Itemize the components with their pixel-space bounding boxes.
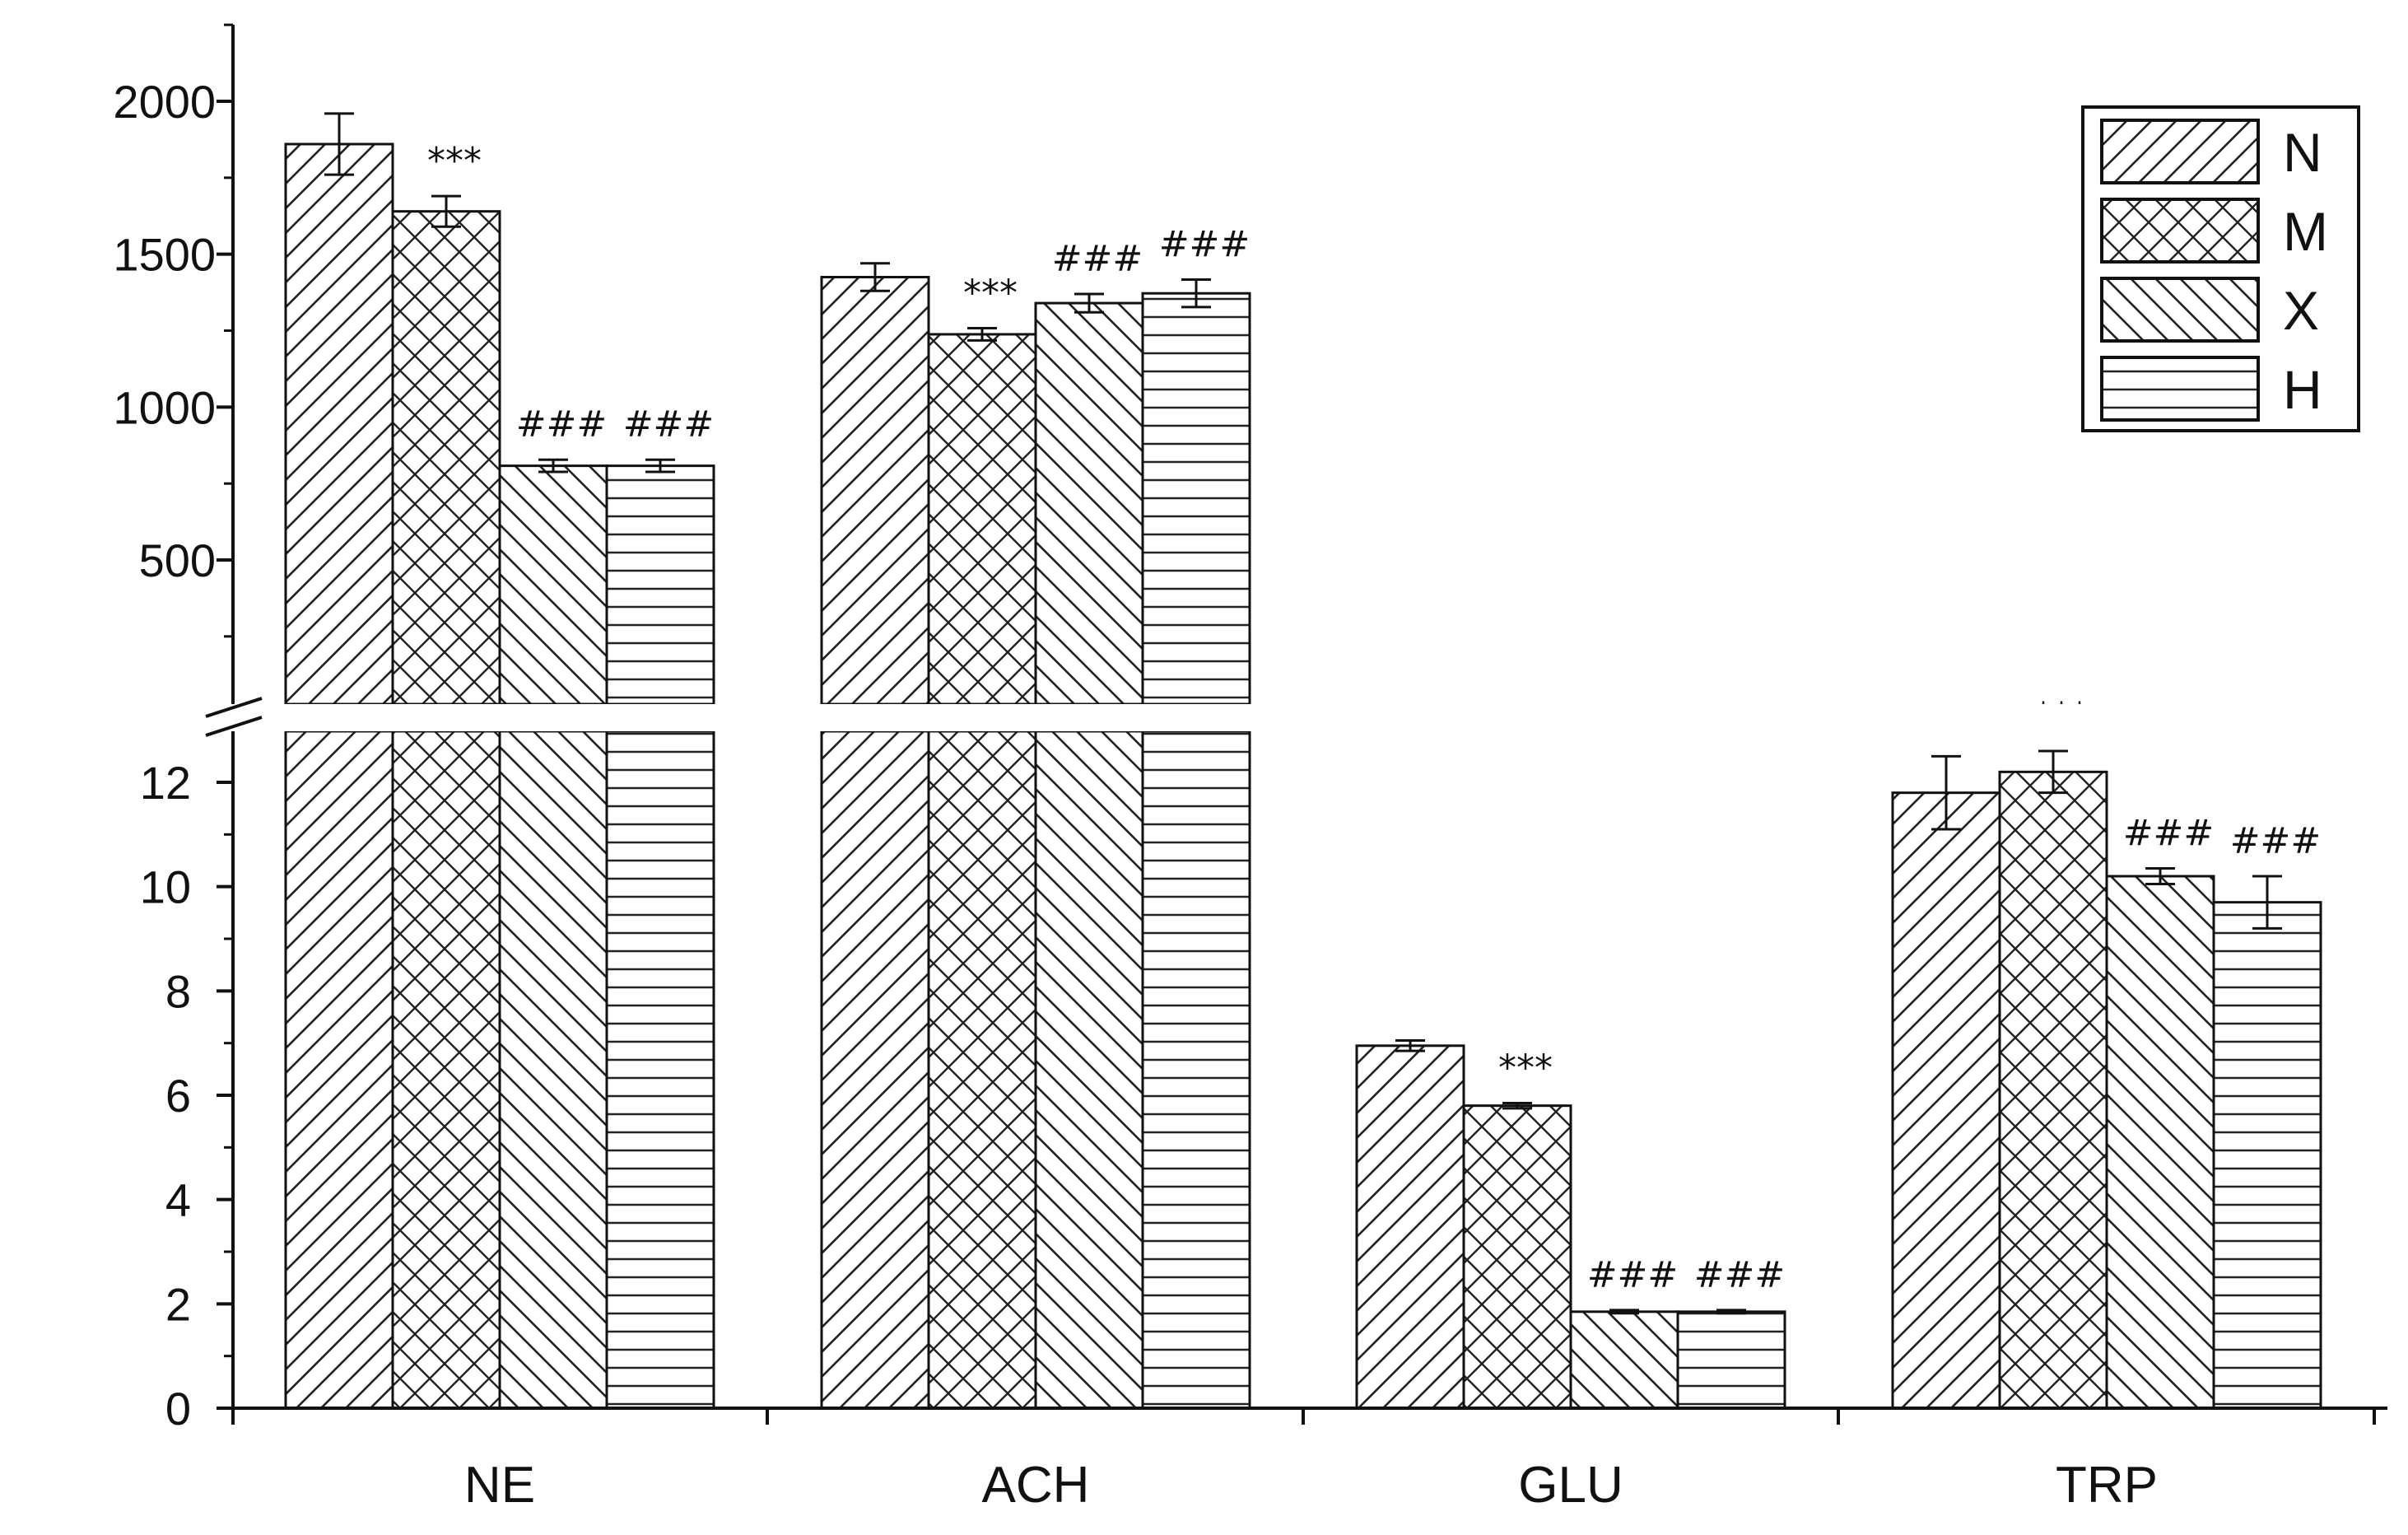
significance-label: *** (1498, 1047, 1553, 1089)
bar (1141, 292, 1251, 706)
bar (498, 464, 608, 706)
legend-swatch (2100, 277, 2260, 343)
legend-label: N (2283, 122, 2322, 183)
y-tick-label: 2000 (113, 76, 216, 128)
legend-label: X (2283, 280, 2319, 341)
bars-layer (284, 142, 2322, 1410)
y-tick-label: 12 (140, 757, 191, 809)
significance-marks-layer: ************######################## (427, 140, 2321, 1296)
bar (1034, 730, 1144, 1410)
y-tick-label: 0 (165, 1383, 191, 1435)
legend-swatch (2100, 198, 2260, 264)
bar (605, 464, 715, 706)
legend-label: M (2283, 201, 2328, 262)
bar (2212, 901, 2322, 1410)
axis-break-mark (205, 716, 263, 737)
bar (927, 730, 1037, 1410)
significance-label: ### (623, 404, 715, 446)
bar (927, 333, 1037, 706)
bar (1891, 791, 2001, 1410)
bar (820, 730, 930, 1410)
legend-swatch (2100, 356, 2260, 422)
y-tick-label: 1500 (113, 229, 216, 281)
bar (820, 276, 930, 706)
bar (498, 730, 608, 1410)
x-tick-label: TRP (2056, 1457, 2158, 1514)
axis-break-gap (217, 704, 2387, 731)
significance-label: ### (1159, 223, 1251, 265)
y-tick-label: 10 (140, 861, 191, 913)
bar (1569, 1310, 1679, 1410)
error-bars-layer (324, 112, 2282, 1315)
bar (284, 142, 394, 706)
legend-label: H (2283, 359, 2322, 420)
bar (391, 210, 501, 706)
significance-label: ### (1052, 238, 1143, 280)
bar (284, 730, 394, 1410)
y-tick-label: 6 (165, 1070, 191, 1122)
y-tick-label: 500 (139, 534, 216, 586)
bar (605, 730, 715, 1410)
legend-swatch (2100, 119, 2260, 184)
y-tick-label: 8 (165, 965, 191, 1017)
bar (391, 730, 501, 1410)
y-tick-label: 2 (165, 1278, 191, 1330)
bar (1462, 1104, 1572, 1410)
significance-label: ### (516, 404, 608, 446)
bar (1355, 1044, 1465, 1410)
significance-label: ### (2123, 813, 2215, 855)
axes-layer: 0 2 4 6 8 10 12 500 1000 1500 2000 NE ACH GLU TRP (113, 23, 2387, 1514)
significance-label: *** (427, 140, 482, 182)
significance-label: ### (1694, 1254, 1786, 1296)
bar (1034, 301, 1144, 706)
x-tick-label: GLU (1518, 1457, 1623, 1514)
x-tick-label: ACH (982, 1457, 1090, 1514)
axis-break-layer (205, 697, 2387, 737)
axis-break-mark (205, 697, 263, 718)
bar (1676, 1310, 1786, 1410)
bar (1141, 730, 1251, 1410)
bar (1998, 770, 2108, 1410)
significance-label: ### (2230, 820, 2322, 862)
x-tick-label: NE (464, 1457, 535, 1514)
significance-label: *** (963, 273, 1018, 315)
y-tick-label: 1000 (113, 381, 216, 433)
bar (2105, 875, 2215, 1410)
y-tick-label: 4 (165, 1174, 191, 1226)
significance-label: ### (1587, 1254, 1679, 1296)
